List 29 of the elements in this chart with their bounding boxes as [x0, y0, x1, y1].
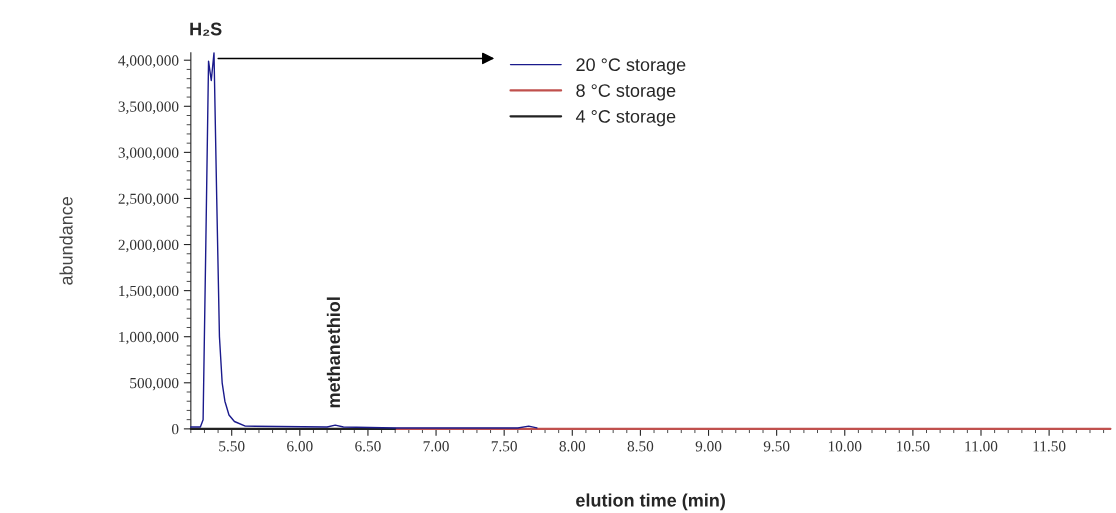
- x-tick-label: 10.00: [828, 441, 862, 452]
- y-tick-label: 3,500,000: [118, 101, 179, 114]
- y-tick-label: 0: [171, 424, 179, 435]
- x-tick-label: 7.50: [491, 441, 517, 452]
- x-tick-label: 6.00: [287, 441, 313, 452]
- x-tick-label: 5.50: [219, 441, 245, 452]
- y-tick-label: 4,000,000: [118, 55, 179, 68]
- y-tick-label: 1,000,000: [119, 331, 179, 345]
- y-tick-label: 3,000,000: [118, 147, 179, 161]
- x-tick-label: 11.50: [1033, 441, 1066, 452]
- x-tick-label: 8.50: [627, 441, 654, 452]
- x-tick-label: 6.50: [355, 441, 381, 452]
- x-tick-label: 10.50: [897, 441, 930, 452]
- annotation: methanethiol: [326, 297, 341, 408]
- y-axis-title: abundance: [59, 196, 73, 285]
- x-tick-label: 11.00: [965, 441, 998, 452]
- x-tick-label: 7.00: [423, 441, 449, 452]
- y-tick-label: 500,000: [130, 377, 179, 391]
- y-tick-label: 2,500,000: [118, 193, 179, 207]
- x-tick-label: 9.50: [763, 441, 790, 452]
- x-tick-label: 9.00: [695, 441, 722, 452]
- y-tick-label: 2,000,000: [118, 239, 179, 253]
- legend-label: 4 °C storage: [575, 110, 676, 127]
- annotation: H₂S: [190, 22, 222, 36]
- x-tick-label: 8.00: [559, 441, 586, 452]
- x-axis-title: elution time (min): [576, 493, 725, 511]
- y-tick-label: 1,500,000: [119, 285, 179, 299]
- legend-label: 20 °C storage: [576, 58, 686, 75]
- legend-label: 8 °C storage: [576, 84, 676, 101]
